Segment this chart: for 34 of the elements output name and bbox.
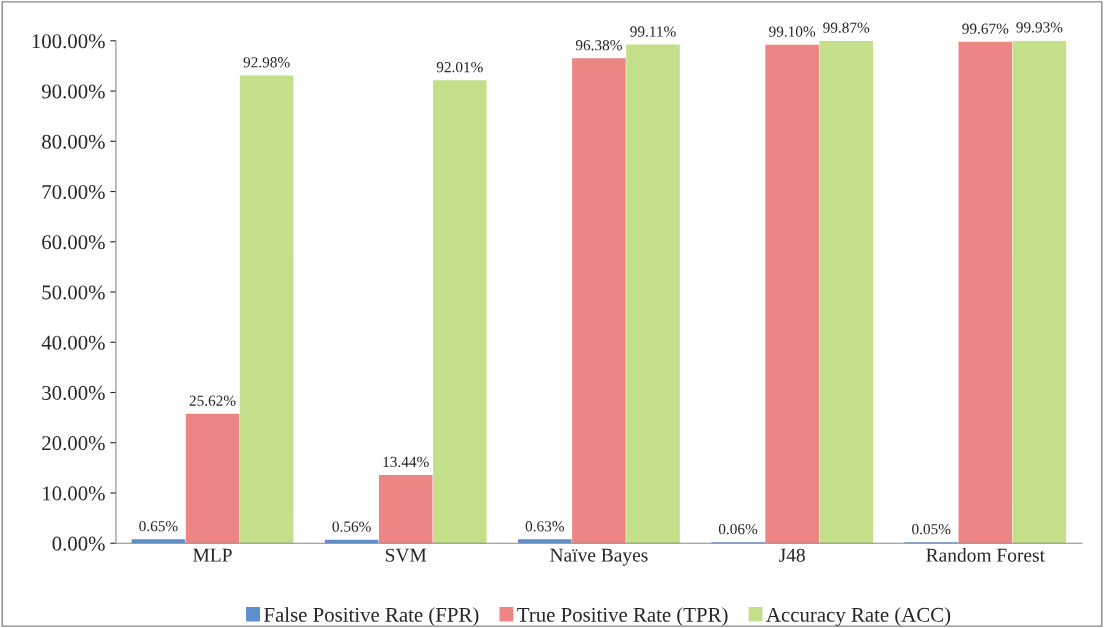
- y-tick-label: 90.00%: [41, 84, 105, 99]
- legend-label: True Positive Rate (TPR): [517, 607, 728, 627]
- y-tick-label: 80.00%: [42, 134, 105, 149]
- y-tick-label: 60.00%: [42, 235, 105, 250]
- legend-label: Accuracy Rate (ACC): [766, 607, 951, 627]
- data-label: 0.56%: [332, 521, 371, 532]
- data-label: 92.01%: [436, 61, 483, 73]
- y-tick-label: 0.00%: [52, 536, 105, 551]
- y-tick-label: 70.00%: [42, 184, 105, 200]
- data-label: 99.67%: [962, 23, 1009, 34]
- data-label: 99.87%: [823, 22, 870, 33]
- data-label: 0.06%: [718, 523, 758, 535]
- y-tick-label: 10.00%: [43, 486, 105, 501]
- data-label: 99.10%: [769, 26, 816, 37]
- x-tick-label: SVM: [385, 548, 427, 562]
- y-tick-label: 20.00%: [42, 436, 105, 451]
- data-label: 0.65%: [139, 520, 178, 532]
- data-label: 99.93%: [1016, 22, 1063, 33]
- y-tick-label: 100.00%: [32, 34, 105, 49]
- x-tick-label: Naïve Bayes: [550, 548, 648, 566]
- y-tick-label: 40.00%: [41, 335, 105, 350]
- y-tick-label: 30.00%: [42, 385, 105, 401]
- data-label: 0.63%: [525, 521, 565, 532]
- x-tick-label: MLP: [193, 548, 232, 562]
- data-label: 0.05%: [912, 524, 951, 535]
- data-label: 25.62%: [189, 395, 236, 406]
- data-label: 13.44%: [383, 456, 429, 468]
- data-label: 99.11%: [630, 26, 676, 37]
- x-tick-label: Random Forest: [926, 548, 1045, 562]
- y-tick-label: 50.00%: [42, 285, 105, 300]
- data-label: 96.38%: [575, 40, 622, 51]
- x-tick-label: J48: [779, 548, 805, 562]
- legend-label: False Positive Rate (FPR): [264, 607, 479, 627]
- data-label: 92.98%: [243, 57, 290, 68]
